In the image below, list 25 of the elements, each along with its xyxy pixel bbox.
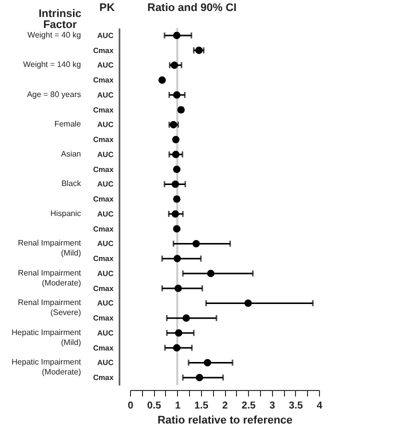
- x-tick-label: 0.5: [147, 400, 162, 412]
- text: Renal Impairment (Mild): [18, 238, 82, 258]
- x-tick-label: 2: [222, 400, 228, 412]
- text: Age = 80 years: [26, 90, 81, 99]
- x-tick-label: 2.5: [242, 400, 256, 412]
- text: Intrinsic Factor: [38, 8, 82, 31]
- text: Hepatic Impairment (Moderate): [12, 358, 82, 377]
- text: Hispanic: [50, 208, 81, 218]
- x-tick-label: 4: [316, 400, 323, 412]
- text: Weight = 140 kg: [23, 60, 81, 70]
- x-tick-label: 0: [128, 400, 134, 412]
- text: Hepatic Impairment (Mild): [12, 328, 82, 347]
- text: Weight = 40 kg: [28, 30, 81, 40]
- x-axis-title: Ratio relative to reference: [157, 414, 293, 426]
- text: Female: [54, 120, 82, 129]
- x-tick-label: 1.5: [194, 400, 209, 412]
- text: Asian: [60, 149, 81, 158]
- text: Black: [61, 179, 82, 188]
- chart-title: Ratio and 90% CI: [147, 2, 237, 14]
- x-tick-label: 3: [269, 400, 276, 412]
- x-tick-label: 3.5: [288, 400, 304, 412]
- y-axis-title: PK: [99, 2, 115, 14]
- text: Renal Impairment (Severe): [18, 298, 82, 318]
- text: Renal Impairment (Moderate): [18, 268, 82, 288]
- x-tick-label: 1: [174, 400, 181, 412]
